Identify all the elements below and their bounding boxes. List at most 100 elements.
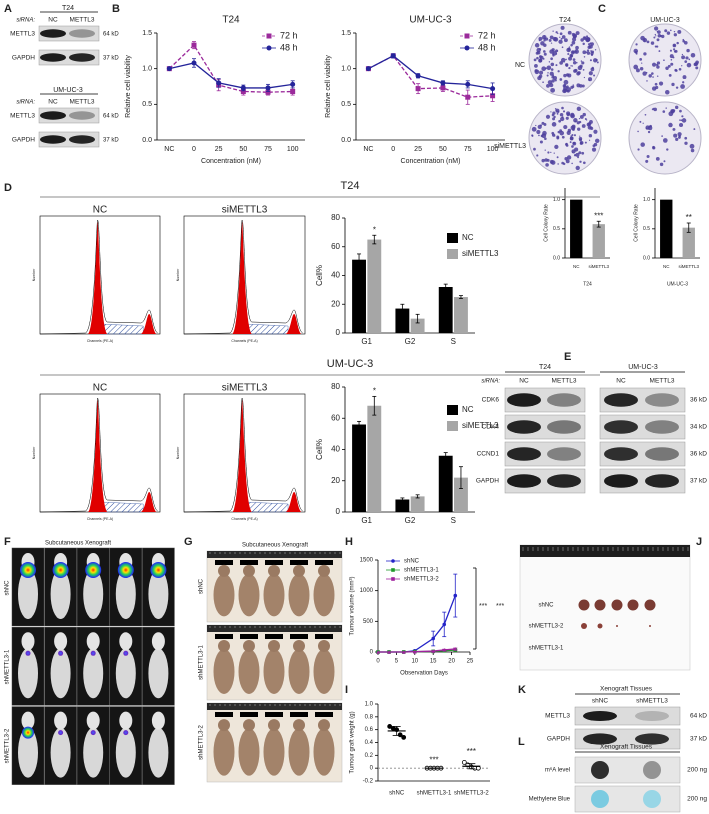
size-label: 64 kD [690,713,707,720]
colony [543,50,546,53]
tumour [578,599,590,611]
protein-label: GAPDH [12,55,35,62]
x-tick-label: G1 [361,337,372,346]
colony [552,30,554,32]
mouse-body [50,648,71,699]
colony [563,73,567,78]
histogram-outline [183,397,303,513]
colony [574,147,579,152]
colony [646,40,650,44]
y-tick-label: 0 [336,507,341,516]
marker [440,80,446,86]
marker [415,73,421,79]
colony [555,64,558,67]
colony [659,162,664,167]
colony [576,121,580,125]
mouse [263,728,285,776]
panel-title: Subcutaneous Xenograft [242,543,308,549]
colony [653,36,656,39]
colony [560,37,563,40]
colony [675,137,679,141]
marker [413,649,417,654]
colony [587,43,591,46]
x-tick-label: 75 [464,146,472,153]
colony [639,58,643,61]
y-tick-label: 0.5 [553,226,560,232]
colony [640,35,645,41]
marker [431,636,436,641]
colony [657,34,662,38]
colony [675,69,678,72]
colony [579,114,584,119]
marker [376,650,380,654]
colony [536,154,539,157]
colony [695,66,699,70]
panel-letter: A [4,3,12,15]
colony [581,151,585,155]
colony [542,81,544,84]
colony [551,113,555,117]
colony [533,147,536,151]
signal [58,650,64,656]
colony [685,56,689,60]
colony [586,49,590,52]
mouse-head [243,564,255,577]
x-tick-label: shNC [389,791,405,797]
panel-title: Subcutaneous Xenograft [45,541,111,547]
colony [553,152,555,154]
legend-label: shMETTL3-1 [404,568,439,574]
x-tick-label: G2 [405,516,416,525]
colony [534,64,538,68]
colony [690,148,695,153]
y-axis-label: Cell Colony Rate [543,204,549,242]
colony [563,79,569,85]
colony [561,135,565,139]
legend-label: 48 h [478,42,496,52]
marker [240,88,246,94]
colony [678,67,682,71]
colony [550,151,552,153]
colony [545,37,549,41]
y-tick-label: 20 [331,476,340,485]
blot-band [69,29,95,38]
colony [555,53,558,55]
bar [410,318,425,333]
colony [643,52,647,56]
blot-band [69,135,95,144]
colony [547,151,550,154]
colony [592,144,596,148]
colony [655,85,659,90]
mouse [238,573,260,617]
mouse-head [151,711,165,730]
blot-band [635,710,669,722]
colony [537,124,542,130]
legend-swatch [447,249,458,259]
marker [191,60,197,66]
y-axis-label: Tumour volume (mm³) [350,576,356,635]
legend-label: shMETTL3-2 [404,577,439,583]
blot-band [547,393,581,407]
colony [582,42,585,46]
x-tick-label: 25 [467,659,474,665]
colony [559,78,563,81]
colony [556,112,559,115]
colony [567,128,572,133]
colony [695,60,699,65]
x-axis-label: Concentration (nM) [401,158,461,165]
colony [673,30,676,33]
blot-band [645,447,679,461]
colony [538,48,542,51]
marker [387,650,391,654]
colony [536,56,539,60]
blot-band [507,420,541,434]
dot [591,761,609,779]
colony [672,127,676,131]
signal [52,562,69,578]
colony [557,32,559,35]
colony [556,50,559,52]
colony [661,34,665,39]
mouse-body [83,569,104,619]
colony [585,35,589,38]
blot-band [40,111,66,120]
marker [431,649,435,653]
